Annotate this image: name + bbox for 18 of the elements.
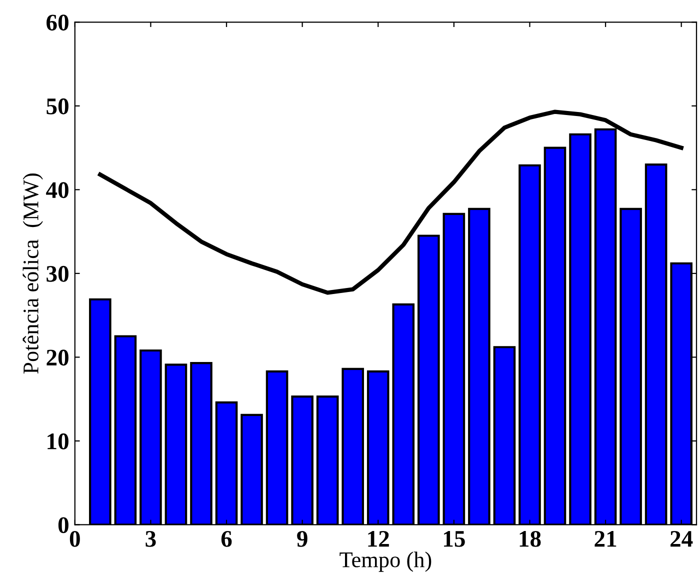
x-tick-label: 6 — [221, 531, 232, 547]
x-tick-label: 18 — [520, 530, 541, 547]
y-tick-label: 0 — [58, 517, 68, 534]
x-tick-label: 24 — [670, 531, 693, 547]
y-tick-label: 40 — [46, 182, 68, 198]
x-tick-label: 3 — [146, 531, 156, 547]
y-tick-label: 20 — [46, 350, 68, 366]
y-axis-title: Potência eólica (MW) — [22, 174, 43, 374]
y-tick-label: 30 — [46, 266, 68, 282]
y-tick-label: 10 — [48, 433, 68, 450]
x-axis-title: Tempo (h) — [340, 552, 432, 572]
x-tick-label: 21 — [594, 531, 616, 547]
x-tick-label: 12 — [368, 531, 389, 547]
x-tick-label: 0 — [70, 530, 80, 547]
x-tick-label: 9 — [297, 531, 308, 547]
y-tick-label: 60 — [46, 14, 68, 31]
x-tick-label: 15 — [444, 531, 465, 547]
y-tick-label: 50 — [46, 98, 68, 114]
